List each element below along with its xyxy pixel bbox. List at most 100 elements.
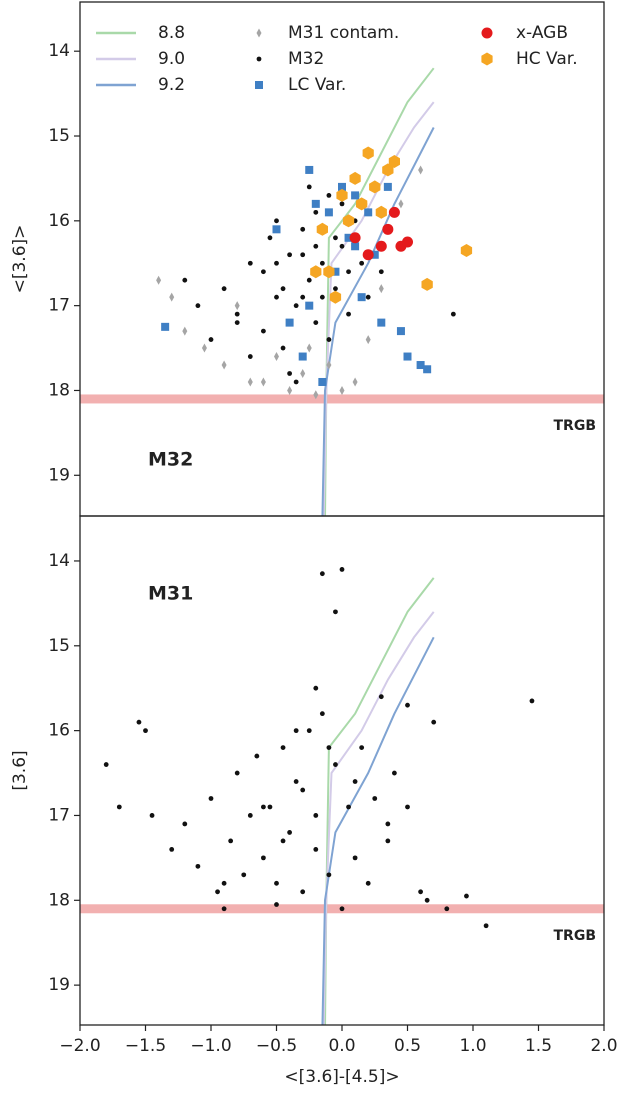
point — [261, 855, 266, 861]
point — [305, 165, 314, 174]
point — [418, 889, 423, 895]
x-tick-label: 2.0 — [590, 1036, 617, 1056]
point — [324, 208, 333, 217]
point — [287, 371, 292, 376]
point — [195, 863, 201, 869]
point — [221, 286, 227, 292]
point — [247, 260, 253, 266]
point — [261, 328, 266, 334]
legend-label: LC Var. — [288, 75, 346, 95]
point — [362, 146, 374, 160]
point — [421, 277, 433, 291]
point — [319, 571, 325, 577]
point — [319, 294, 325, 300]
legend-label: 9.0 — [158, 49, 185, 69]
y-tick-label: 16 — [48, 211, 70, 231]
point — [326, 745, 332, 750]
point — [274, 294, 279, 300]
plot-area — [80, 67, 604, 516]
point — [416, 361, 425, 370]
point — [378, 284, 384, 294]
point — [267, 804, 273, 810]
point — [333, 286, 338, 292]
legend-swatch — [481, 27, 493, 39]
point — [313, 846, 319, 852]
point — [377, 318, 386, 327]
point — [382, 163, 394, 177]
point — [234, 301, 240, 311]
point — [450, 311, 456, 317]
point — [357, 293, 366, 302]
point — [383, 182, 392, 191]
plot-area — [80, 567, 604, 1025]
x-tick-label: −0.5 — [256, 1036, 297, 1056]
point — [161, 322, 170, 331]
point — [306, 343, 312, 353]
point — [272, 225, 281, 234]
point — [280, 286, 286, 292]
point — [336, 188, 348, 202]
point — [280, 745, 286, 750]
y-tick-label: 17 — [48, 805, 70, 825]
point — [169, 846, 175, 852]
point — [444, 906, 450, 912]
isochrone — [324, 67, 435, 516]
y-axis-label: <[3.6]> — [10, 225, 30, 294]
point — [396, 327, 405, 336]
point — [375, 240, 387, 252]
y-tick-label: 19 — [48, 465, 70, 485]
point — [364, 208, 373, 217]
point — [313, 390, 319, 400]
point — [267, 235, 273, 241]
point — [311, 199, 320, 208]
point — [375, 205, 387, 219]
point — [241, 872, 247, 878]
point — [208, 796, 214, 801]
point — [339, 567, 345, 572]
x-tick-label: 0.0 — [328, 1036, 355, 1056]
y-tick-label: 16 — [48, 721, 70, 741]
y-axis-label: [3.6] — [10, 750, 30, 790]
point — [378, 694, 384, 700]
point — [323, 265, 335, 279]
isochrone — [322, 611, 435, 1025]
point — [326, 872, 332, 878]
point — [182, 277, 188, 283]
point — [293, 779, 299, 784]
point — [423, 365, 432, 374]
point — [215, 889, 220, 895]
point — [149, 813, 155, 818]
point — [300, 226, 306, 232]
legend-swatch — [256, 28, 262, 38]
point — [365, 335, 371, 345]
y-tick-label: 15 — [48, 126, 70, 146]
point — [405, 804, 410, 810]
point — [298, 352, 307, 361]
trgb-label: TRGB — [554, 928, 597, 944]
point — [405, 702, 410, 708]
point — [116, 804, 122, 810]
panel-label: M32 — [148, 449, 193, 471]
point — [306, 184, 312, 190]
point — [398, 199, 404, 209]
point — [392, 770, 397, 776]
point — [356, 197, 368, 211]
point — [339, 201, 345, 207]
point — [529, 698, 535, 704]
point — [300, 252, 306, 258]
point — [287, 252, 292, 258]
point — [460, 244, 473, 257]
legend-label: 8.8 — [158, 23, 185, 43]
point — [464, 893, 469, 899]
point — [310, 265, 322, 279]
point — [331, 267, 340, 276]
point — [103, 762, 109, 767]
point — [372, 796, 378, 801]
point — [313, 243, 319, 249]
x-tick-label: −1.0 — [190, 1036, 231, 1056]
point — [293, 728, 299, 734]
point — [339, 385, 345, 395]
legend-label: M32 — [288, 49, 324, 69]
legend-label: M31 contam. — [288, 23, 399, 43]
